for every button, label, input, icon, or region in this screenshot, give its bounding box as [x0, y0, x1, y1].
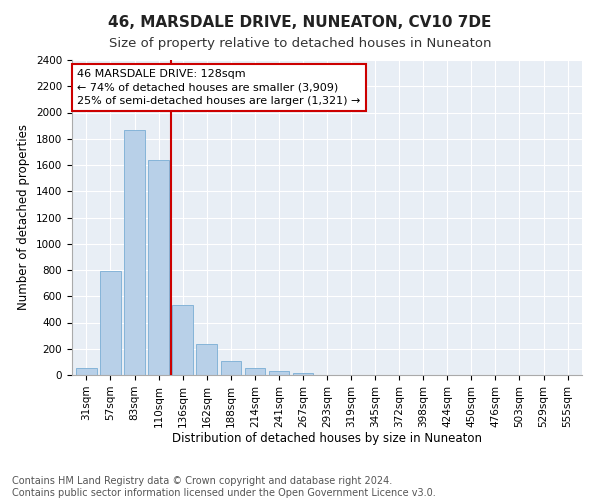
Text: Contains HM Land Registry data © Crown copyright and database right 2024.
Contai: Contains HM Land Registry data © Crown c… [12, 476, 436, 498]
Bar [100, 272, 121, 375]
Bar [293, 372, 313, 375]
Text: Size of property relative to detached houses in Nuneaton: Size of property relative to detached ho… [109, 38, 491, 51]
Bar [221, 361, 241, 375]
Bar [196, 344, 217, 375]
Bar [148, 160, 169, 375]
Y-axis label: Number of detached properties: Number of detached properties [17, 124, 31, 310]
Text: 46 MARSDALE DRIVE: 128sqm
← 74% of detached houses are smaller (3,909)
25% of se: 46 MARSDALE DRIVE: 128sqm ← 74% of detac… [77, 70, 361, 106]
Bar [76, 368, 97, 375]
Bar [269, 371, 289, 375]
Text: 46, MARSDALE DRIVE, NUNEATON, CV10 7DE: 46, MARSDALE DRIVE, NUNEATON, CV10 7DE [109, 15, 491, 30]
X-axis label: Distribution of detached houses by size in Nuneaton: Distribution of detached houses by size … [172, 432, 482, 446]
Bar [172, 306, 193, 375]
Bar [124, 130, 145, 375]
Bar [245, 368, 265, 375]
